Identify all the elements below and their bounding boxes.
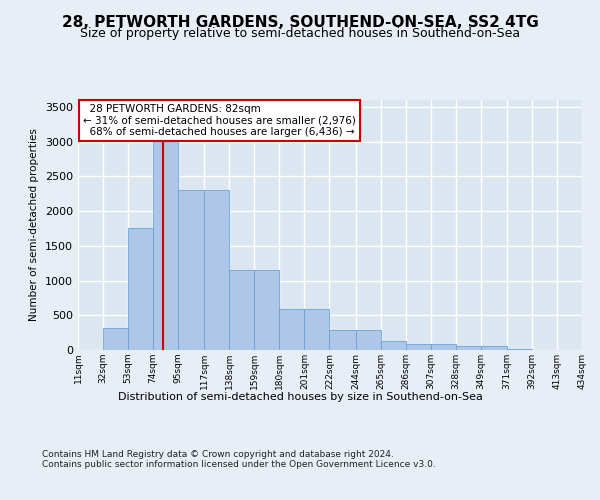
Bar (406, 344, 431, 350)
Bar (304, 309, 329, 350)
Bar (380, 341, 406, 350)
Bar (481, 346, 507, 350)
Bar (103, 328, 128, 350)
Bar (329, 330, 356, 350)
Bar (178, 190, 204, 350)
Text: 28 PETWORTH GARDENS: 82sqm
← 31% of semi-detached houses are smaller (2,976)
  6: 28 PETWORTH GARDENS: 82sqm ← 31% of semi… (83, 104, 356, 137)
Bar (229, 270, 254, 350)
Y-axis label: Number of semi-detached properties: Number of semi-detached properties (29, 128, 40, 322)
Bar (456, 346, 481, 350)
Text: 28, PETWORTH GARDENS, SOUTHEND-ON-SEA, SS2 4TG: 28, PETWORTH GARDENS, SOUTHEND-ON-SEA, S… (62, 15, 538, 30)
Bar (280, 309, 304, 350)
Bar (128, 228, 153, 350)
Text: Contains HM Land Registry data © Crown copyright and database right 2024.
Contai: Contains HM Land Registry data © Crown c… (42, 450, 436, 469)
Bar (153, 116, 178, 350)
Bar (431, 344, 456, 350)
Text: Size of property relative to semi-detached houses in Southend-on-Sea: Size of property relative to semi-detach… (80, 28, 520, 40)
Bar (204, 190, 229, 350)
Text: Distribution of semi-detached houses by size in Southend-on-Sea: Distribution of semi-detached houses by … (118, 392, 482, 402)
Bar (356, 330, 380, 350)
Bar (254, 270, 280, 350)
